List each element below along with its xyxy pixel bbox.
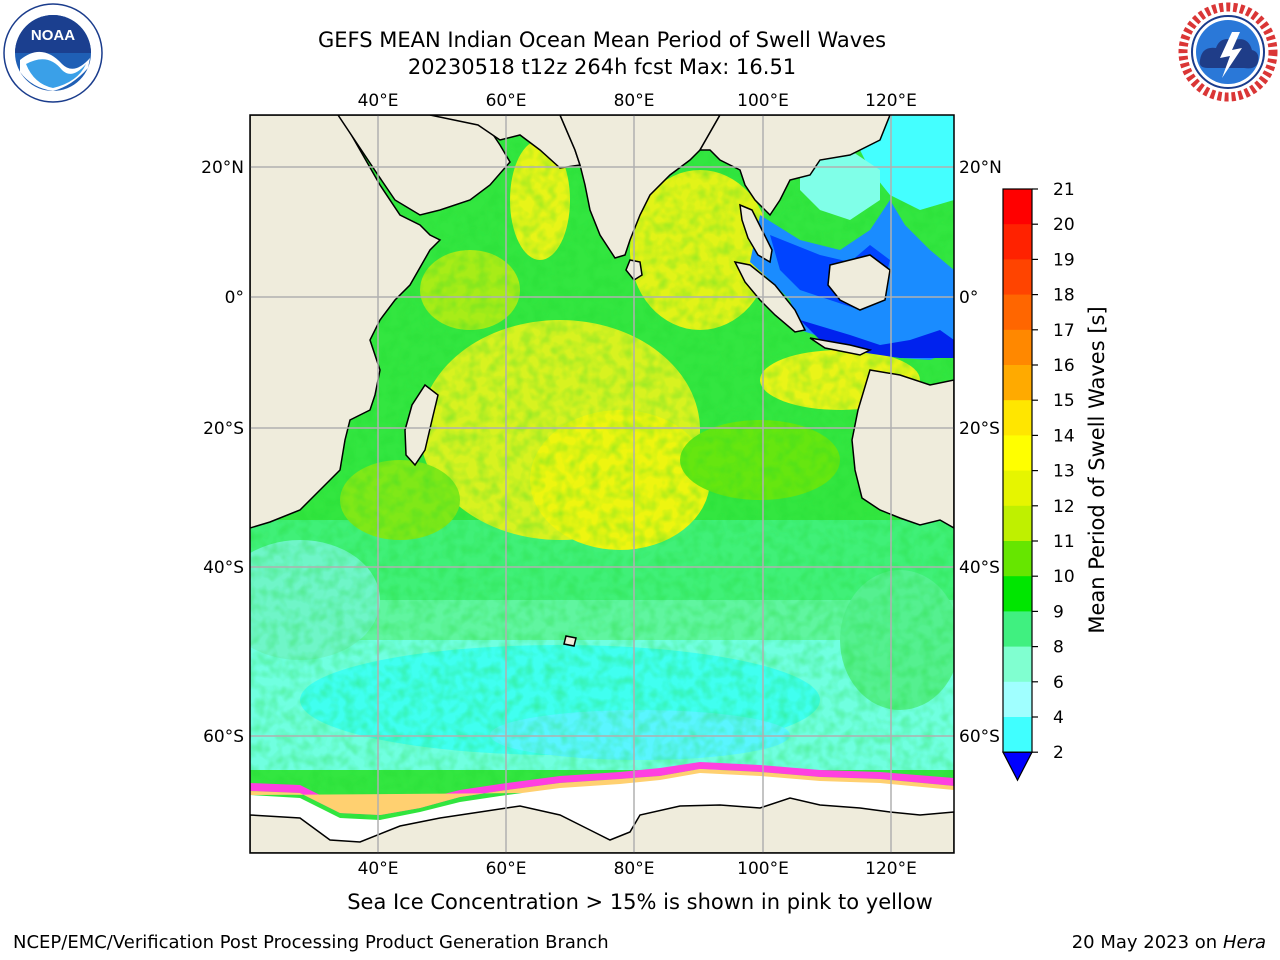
- lat-label-left: 40°S: [203, 558, 244, 578]
- colorbar-swatch: [1003, 541, 1032, 577]
- lat-label-left: 20°S: [203, 419, 244, 439]
- colorbar-swatch: [1003, 681, 1032, 718]
- colorbar-swatch: [1003, 400, 1032, 436]
- footer-date-text: 20 May 2023 on: [1071, 932, 1218, 953]
- colorbar-swatch: [1003, 717, 1032, 753]
- colorbar-swatch: [1003, 294, 1032, 331]
- colorbar-swatch: [1003, 189, 1032, 225]
- colorbar-tick-label: 11: [1053, 532, 1075, 552]
- colorbar-label: Mean Period of Swell Waves [s]: [1085, 306, 1109, 634]
- noaa-logo-icon: NOAA: [3, 3, 103, 103]
- lon-label-bottom: 60°E: [486, 859, 527, 879]
- colorbar-tick-label: 6: [1053, 673, 1064, 693]
- national-weather-service-logo-icon: [1178, 2, 1278, 102]
- colorbar-tick-label: 14: [1053, 426, 1075, 446]
- lat-label-left: 20°N: [201, 158, 244, 178]
- noaa-logo-text: NOAA: [31, 27, 75, 44]
- colorbar-tick-label: 18: [1053, 286, 1075, 306]
- footer-host: Hera: [1222, 932, 1266, 953]
- colorbar-swatch: [1003, 435, 1032, 472]
- map-field: [250, 115, 954, 853]
- colorbar-swatch: [1003, 470, 1032, 507]
- footer-date: 20 May 2023 on Hera: [1072, 932, 1266, 953]
- colorbar-tick-label: 19: [1053, 250, 1075, 270]
- colorbar-under-arrow: [1002, 751, 1033, 782]
- colorbar-swatch: [1003, 646, 1032, 683]
- colorbar-swatch: [1003, 611, 1032, 648]
- lon-label-bottom: 100°E: [737, 859, 789, 879]
- colorbar-swatch: [1003, 365, 1032, 401]
- lon-label-top: 60°E: [486, 91, 527, 111]
- sea-ice-note: Sea Ice Concentration > 15% is shown in …: [347, 890, 933, 914]
- colorbar-tick-label: 16: [1053, 356, 1075, 376]
- colorbar-swatch: [1003, 576, 1032, 612]
- colorbar-swatch: [1003, 259, 1032, 296]
- lon-label-bottom: 80°E: [614, 859, 655, 879]
- lon-label-bottom: 40°E: [358, 859, 399, 879]
- graticule: [250, 115, 954, 853]
- chart-title: GEFS MEAN Indian Ocean Mean Period of Sw…: [317, 28, 887, 52]
- colorbar-tick-label: 9: [1053, 602, 1064, 622]
- lat-label-left: 60°S: [203, 727, 244, 747]
- colorbar-tick-label: 12: [1053, 497, 1075, 517]
- chart-subtitle: 20230518 t12z 264h fcst Max: 16.51: [407, 55, 797, 79]
- colorbar-tick-label: 2: [1053, 743, 1064, 763]
- colorbar-tick-label: 15: [1053, 391, 1075, 411]
- colorbar-swatch: [1003, 224, 1032, 260]
- colorbar-tick-label: 13: [1053, 462, 1075, 482]
- lon-label-top: 120°E: [865, 91, 917, 111]
- lat-label-right: 20°N: [959, 158, 1002, 178]
- lon-label-bottom: 120°E: [865, 859, 917, 879]
- colorbar-tick-label: 21: [1053, 180, 1075, 200]
- lat-label-right: 20°S: [959, 419, 1000, 439]
- lat-label-right: 60°S: [959, 727, 1000, 747]
- map-frame: [249, 114, 955, 854]
- lon-label-top: 80°E: [614, 91, 655, 111]
- colorbar-swatch: [1003, 329, 1032, 366]
- colorbar-tick-label: 8: [1053, 638, 1064, 658]
- lat-label-left: 0°: [225, 288, 244, 308]
- colorbar-tick-label: 10: [1053, 567, 1075, 587]
- colorbar-tick-label: 20: [1053, 215, 1075, 235]
- colorbar-tick-label: 4: [1053, 708, 1064, 728]
- lon-label-top: 40°E: [358, 91, 399, 111]
- lat-label-right: 0°: [959, 288, 978, 308]
- footer-credit: NCEP/EMC/Verification Post Processing Pr…: [13, 932, 609, 953]
- lat-label-right: 40°S: [959, 558, 1000, 578]
- colorbar-swatch: [1003, 505, 1032, 542]
- lon-label-top: 100°E: [737, 91, 789, 111]
- colorbar-tick-label: 17: [1053, 321, 1075, 341]
